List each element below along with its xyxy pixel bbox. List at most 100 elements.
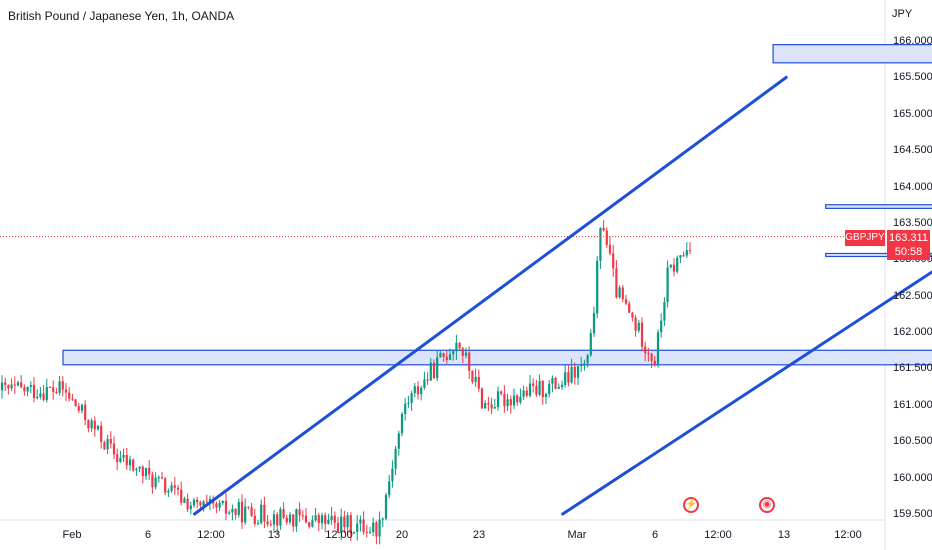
candle-body bbox=[0, 382, 4, 391]
candle-body bbox=[663, 301, 666, 321]
candle-body bbox=[455, 342, 458, 352]
candle-body bbox=[477, 376, 480, 389]
x-tick-label: 12:00 bbox=[704, 529, 732, 541]
candle-body bbox=[388, 481, 391, 496]
candle-body bbox=[592, 313, 596, 334]
candle-body bbox=[506, 399, 509, 407]
candle-body bbox=[583, 363, 586, 365]
candle-body bbox=[647, 353, 650, 355]
y-tick-label: 163.500 bbox=[893, 216, 932, 229]
candle-body bbox=[538, 380, 541, 395]
candle-body bbox=[266, 521, 269, 525]
candle-body bbox=[183, 498, 186, 503]
candle-body bbox=[263, 504, 266, 522]
y-tick-label: 161.500 bbox=[893, 362, 932, 375]
candle-body bbox=[576, 366, 580, 378]
candle-body bbox=[391, 468, 394, 482]
candle-body bbox=[135, 468, 138, 471]
candle-body bbox=[589, 333, 592, 356]
candle-body bbox=[93, 420, 96, 430]
candle-body bbox=[260, 504, 263, 524]
y-tick-label: 165.000 bbox=[893, 107, 932, 120]
candle-body bbox=[407, 402, 410, 404]
candle-body bbox=[151, 474, 154, 488]
candle-body bbox=[519, 396, 522, 403]
candle-body bbox=[458, 342, 461, 349]
candle-body bbox=[279, 509, 282, 526]
candle-body bbox=[39, 393, 42, 397]
x-tick-label: Mar bbox=[567, 529, 587, 541]
candle-body bbox=[468, 352, 471, 371]
candle-body bbox=[394, 448, 397, 469]
candle-body bbox=[599, 227, 602, 261]
candle-body bbox=[509, 399, 512, 406]
candle-body bbox=[10, 384, 13, 389]
candle-body bbox=[208, 498, 212, 503]
candle-body bbox=[224, 500, 228, 514]
candle-body bbox=[496, 391, 500, 407]
candle-body bbox=[669, 264, 672, 268]
candle-body bbox=[644, 346, 647, 354]
candle-body bbox=[522, 390, 525, 397]
candle-body bbox=[164, 478, 167, 493]
economic-event-icon[interactable]: ◉ bbox=[759, 497, 775, 513]
currency-label: JPY bbox=[892, 8, 913, 20]
candle-body bbox=[20, 382, 23, 388]
candle-body bbox=[516, 395, 519, 403]
candle-body bbox=[679, 255, 682, 258]
candle-body bbox=[116, 454, 119, 462]
candle-body bbox=[525, 390, 528, 396]
candle-body bbox=[112, 443, 116, 455]
candle-body bbox=[119, 457, 122, 462]
y-tick-label: 160.000 bbox=[893, 471, 932, 484]
candle-body bbox=[439, 353, 442, 358]
candle-body bbox=[349, 515, 352, 534]
candle-body bbox=[61, 381, 64, 390]
candle-body bbox=[356, 523, 359, 532]
candle-body bbox=[32, 385, 36, 399]
candle-body bbox=[586, 355, 589, 364]
candle-body bbox=[359, 519, 362, 524]
candle-body bbox=[410, 393, 413, 403]
candle-body bbox=[23, 387, 26, 392]
last-price-tag: 163.311 50:58 bbox=[887, 230, 930, 260]
candle-body bbox=[80, 404, 84, 411]
candle-body bbox=[202, 501, 205, 506]
y-tick-label: 159.500 bbox=[893, 508, 932, 520]
candle-body bbox=[240, 501, 244, 523]
candle-body bbox=[375, 522, 378, 537]
candle-body bbox=[343, 516, 346, 528]
y-tick-label: 164.500 bbox=[893, 144, 932, 157]
candle-body bbox=[311, 520, 314, 527]
candle-body bbox=[503, 393, 506, 407]
candle-body bbox=[199, 502, 202, 506]
x-tick-label: 20 bbox=[395, 529, 409, 541]
symbol-tag: GBPJPY bbox=[845, 230, 885, 246]
dividend-event-icon[interactable]: ⚡ bbox=[683, 497, 699, 513]
candle-body bbox=[480, 388, 484, 409]
candle-body bbox=[423, 379, 426, 388]
candle-body bbox=[77, 406, 80, 411]
candle-body bbox=[36, 396, 39, 399]
candle-body bbox=[445, 356, 448, 361]
candle-body bbox=[650, 353, 653, 361]
candle-body bbox=[314, 515, 317, 521]
candle-body bbox=[58, 381, 61, 393]
candle-body bbox=[304, 515, 308, 523]
candle-body bbox=[324, 515, 327, 524]
candle-body bbox=[368, 531, 372, 533]
candle-body bbox=[452, 351, 455, 355]
candle-body bbox=[384, 495, 388, 519]
candle-body bbox=[288, 514, 292, 523]
candle-body bbox=[109, 439, 112, 444]
candle-body bbox=[532, 383, 535, 386]
candle-body bbox=[432, 362, 436, 379]
candle-body bbox=[688, 250, 692, 252]
candle-body bbox=[84, 404, 87, 421]
candle-body bbox=[464, 352, 468, 356]
candle-body bbox=[301, 515, 304, 517]
candle-body bbox=[269, 524, 272, 526]
candle-body bbox=[557, 387, 560, 389]
candle-body bbox=[327, 520, 330, 524]
